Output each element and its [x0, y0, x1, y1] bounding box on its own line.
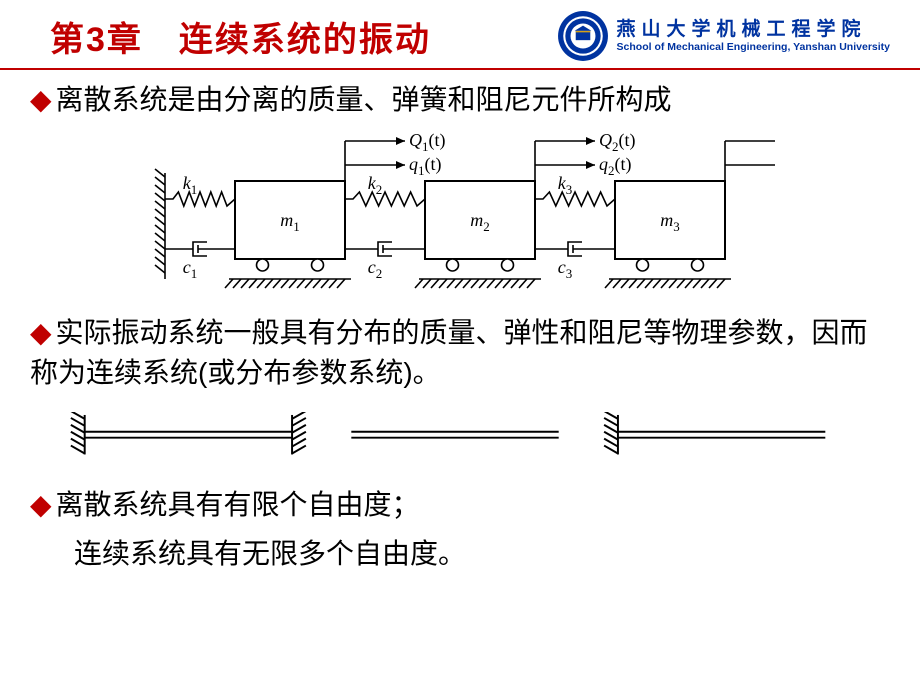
diamond-icon: ◆	[30, 317, 52, 348]
university-logo-icon	[557, 10, 609, 62]
svg-text:k3: k3	[558, 173, 573, 197]
beams-diagram	[55, 412, 855, 461]
svg-text:c3: c3	[558, 257, 573, 281]
bullet-text: 离散系统是由分离的质量、弹簧和阻尼元件所构成	[56, 84, 672, 115]
logo-area: 燕山大学机械工程学院 School of Mechanical Engineer…	[557, 10, 890, 62]
chapter-title: 第3章 连续系统的振动	[50, 12, 557, 61]
svg-text:c2: c2	[368, 257, 383, 281]
bullet-3-line2: 连续系统具有无限多个自由度。	[30, 534, 880, 575]
svg-text:Q1(t): Q1(t)	[409, 130, 446, 154]
svg-text:k1: k1	[183, 173, 198, 197]
bullet-text: 连续系统具有无限多个自由度。	[74, 538, 466, 569]
bullet-3: ◆离散系统具有有限个自由度；	[30, 485, 880, 526]
bullet-1: ◆离散系统是由分离的质量、弹簧和阻尼元件所构成	[30, 80, 880, 121]
bullet-2: ◆实际振动系统一般具有分布的质量、弹性和阻尼等物理参数，因而称为连续系统(或分布…	[30, 313, 880, 394]
svg-text:q1(t): q1(t)	[409, 154, 442, 178]
spring-mass-diagram: k1c1m1Q1(t)q1(t)k2c2m2Q2(t)q2(t)k3c3m3Q3…	[135, 129, 775, 299]
bullet-text: 实际振动系统一般具有分布的质量、弹性和阻尼等物理参数，因而称为连续系统(或分布参…	[30, 317, 868, 389]
svg-text:k2: k2	[368, 173, 383, 197]
school-name-cn: 燕山大学机械工程学院	[617, 19, 890, 41]
bullet-text: 离散系统具有有限个自由度；	[56, 489, 420, 520]
diamond-icon: ◆	[30, 489, 52, 520]
header-divider	[0, 68, 920, 70]
svg-text:Q2(t): Q2(t)	[599, 130, 636, 154]
svg-text:q2(t): q2(t)	[599, 154, 632, 178]
school-name-en: School of Mechanical Engineering, Yansha…	[617, 41, 890, 53]
svg-text:c1: c1	[183, 257, 198, 281]
diamond-icon: ◆	[30, 84, 52, 115]
